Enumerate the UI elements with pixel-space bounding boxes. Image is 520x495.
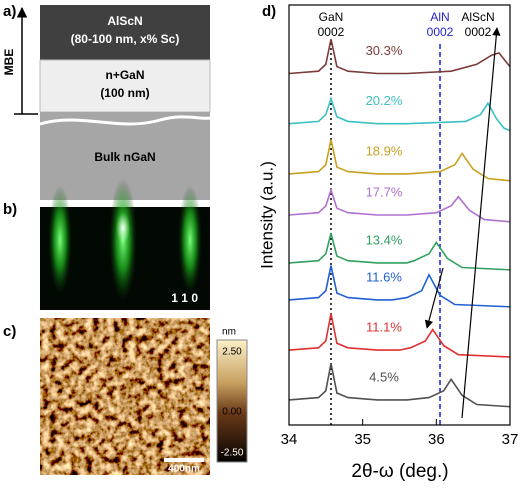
panel-label: a) [3,3,16,20]
series-line [288,265,511,308]
series-label: 20.2% [366,93,403,108]
series-line [288,187,511,223]
streak-core [116,212,130,244]
peak-name: AlScN [461,10,494,24]
series-line [288,96,511,132]
streak [178,185,202,295]
trend-arrow [461,27,501,419]
afm-image [40,318,210,475]
plot-frame [288,4,511,426]
x-tick-label: 37 [502,431,519,448]
reference-reflection: 0002 [318,25,345,39]
series-line [288,313,511,358]
peak-reflection: 0002 [465,25,492,39]
panel-label: c) [3,323,16,340]
series-line [288,233,511,271]
series-label: 11.6% [366,269,402,284]
growth-label: MBE [2,49,16,76]
x-tick-label: 35 [354,431,371,448]
series-label: 18.9% [366,143,403,158]
trend-arrow [424,267,444,329]
series-line [288,39,511,75]
layer-name: AlScN [107,14,142,28]
reference-reflection: 0002 [427,25,454,39]
series-label: 11.1% [366,320,402,335]
layer [39,59,211,113]
streak [48,185,72,295]
x-axis-label: 2θ-ω (deg.) [351,461,448,482]
scale-label: 400nm [168,464,200,475]
layer-name: Bulk nGaN [94,150,155,164]
layer-detail: (80-100 nm, x% Sc) [71,32,180,46]
layer [40,5,210,60]
layer-detail: (100 nm) [100,86,149,100]
layer-name: n+GaN [105,68,144,82]
panel-label: b) [3,201,17,218]
series-label: 17.7% [366,184,403,199]
direction-label: 1 1 0 [171,291,198,305]
y-axis-label: Intensity (a.u.) [257,161,276,269]
colorbar-tick: 2.50 [222,347,242,358]
colorbar [216,339,248,463]
reference-name: AlN [430,10,449,24]
series-label: 30.3% [366,43,403,58]
x-tick-label: 34 [281,431,298,448]
series-line [288,139,511,182]
x-tick-label: 36 [428,431,445,448]
panel-label: d) [262,3,276,20]
series-label: 4.5% [369,369,399,384]
interface [39,115,211,126]
series-line [288,363,511,408]
reference-name: GaN [319,10,344,24]
colorbar-tick: -2.50 [221,448,244,459]
scale-bar [164,458,204,462]
series-label: 13.4% [366,232,403,247]
colorbar-tick: 0.00 [222,407,242,418]
colorbar-unit: nm [222,327,236,338]
